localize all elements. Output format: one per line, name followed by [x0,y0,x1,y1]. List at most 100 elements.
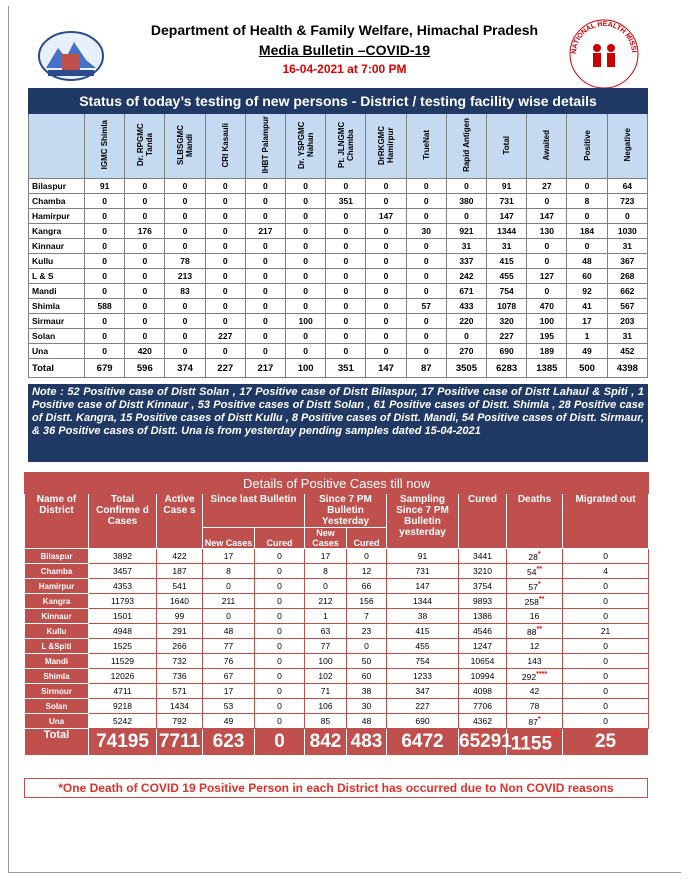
cell: 17 [566,313,608,329]
cell: 189 [526,343,568,359]
cell: 0 [405,238,447,254]
cell: 415 [386,623,459,639]
cell-value: 42 [529,686,540,696]
cell-value: Total [43,729,70,741]
cell: 0 [254,727,305,757]
cell-value: 60 [361,671,372,681]
cell-value: Una [48,716,65,726]
cell: 0 [325,268,367,284]
cell: 0 [285,178,327,194]
cell: 31 [606,238,649,254]
cell-value: 0 [274,731,285,753]
cell: 0 [526,253,568,269]
cell: 0 [164,313,206,329]
death-mark: * [537,580,541,589]
cell: 0 [561,593,650,609]
cell: 679 [83,358,126,378]
data-row: Sirmaur 0 0 0 0 0 100 0 0 0 220 320 100 17 203 [28,313,649,329]
data-row: Kangra 11793 1640 211 0 212 156 1344 9893 258** 0 [24,593,650,609]
cell-value: 48 [223,626,234,636]
cell-value: 0 [277,581,282,591]
cell-value: 106 [318,701,333,711]
header-cell: Awaited [526,113,568,179]
header-cell: Pt. JLNGMC Chamba [325,113,367,179]
district-name: Shimla [28,298,85,314]
cell-value: 1501 [113,611,132,621]
cell: 0 [254,698,305,714]
cell: 3210 [458,563,507,579]
cell: 7706 [458,698,507,714]
cell: 66 [346,578,387,594]
cell: 31 [486,238,528,254]
cell: 0 [445,328,488,344]
cell-value: 67 [223,671,234,681]
data-row: Una 0 420 0 0 0 0 0 0 0 270 690 189 49 452 [28,343,649,359]
total-row: Total 679 596 374 227 217 100 351 147 87 3505 6283 1… [28,358,649,378]
cell: 8 [566,193,608,209]
cell: 567 [606,298,649,314]
cell: 5242 [88,713,157,729]
cell: 1386 [458,608,507,624]
cell: 147 [486,208,528,224]
cell: 17 [202,683,255,699]
cell-value: 74195 [96,731,149,753]
cell: 0 [244,343,287,359]
cell-value: 76 [223,656,234,666]
cell: 83 [164,283,206,299]
header-cell: IHBT Palampur [244,113,287,179]
cell: 291 [156,623,203,639]
cell: 49 [566,343,608,359]
cell: 27 [526,178,568,194]
cell-value: 99 [174,611,185,621]
cell-value: 3754 [473,581,492,591]
cell: 0 [285,223,327,239]
cell-value: 211 [221,596,236,606]
cell-value: 1386 [473,611,492,621]
cell: 8 [202,563,255,579]
cell: 242 [445,268,488,284]
data-row: L & S 0 0 213 0 0 0 0 0 0 242 455 127 60 268 [28,268,649,284]
district-name: Hamirpur [28,208,85,224]
title-row: Status of today’s testing of new persons… [28,88,648,114]
cell: 0 [365,283,407,299]
data-row: Hamirpur 4353 541 0 0 0 66 147 3754 57* 0 [24,578,650,594]
cell: 77 [202,638,255,654]
cell: 11529 [88,653,157,669]
cell: 147 [365,208,407,224]
cell: 54** [506,563,563,579]
cell: 60 [566,268,608,284]
cell-value: 1 [323,611,328,621]
cell: 87 [405,358,447,378]
cell: 0 [244,253,287,269]
header-row: IGMC Shimla Dr. RPGMC Tanda SLBSGMC Mandi C… [28,113,649,179]
cell: 0 [124,178,166,194]
title-row: Details of Positive Cases till now [23,472,650,494]
cell-value: 1344 [413,596,432,606]
cell-value: 77 [320,641,331,651]
cell: 0 [405,253,447,269]
cell: 50 [346,653,387,669]
cell: 87* [506,713,563,729]
testing-note: Note : 52 Positive case of Distt Solan ,… [28,384,648,462]
header-cell: SLBSGMC Mandi [164,113,206,179]
cell: 92 [566,283,608,299]
cell-value: 16 [529,611,540,621]
cell: 0 [124,298,166,314]
cell: 127 [526,268,568,284]
cell-value: 3457 [113,566,132,576]
positive-table: Details of Positive Cases till now Name o… [23,472,650,757]
cell-value: 0 [603,611,608,621]
cell: 0 [365,253,407,269]
cell-value: Mandi [44,656,69,666]
cell-value: 291 [172,626,187,636]
cell-value: 50 [361,656,372,666]
cell-value: 63 [320,626,331,636]
district-name: Kullu [24,623,89,639]
cell: 0 [561,653,650,669]
district-name: Bilaspur [28,178,85,194]
data-row: Kullu 4948 291 48 0 63 23 415 4546 88** 21 [24,623,650,639]
cell: 130 [526,223,568,239]
cell: 0 [405,328,447,344]
cell: 0 [204,208,246,224]
